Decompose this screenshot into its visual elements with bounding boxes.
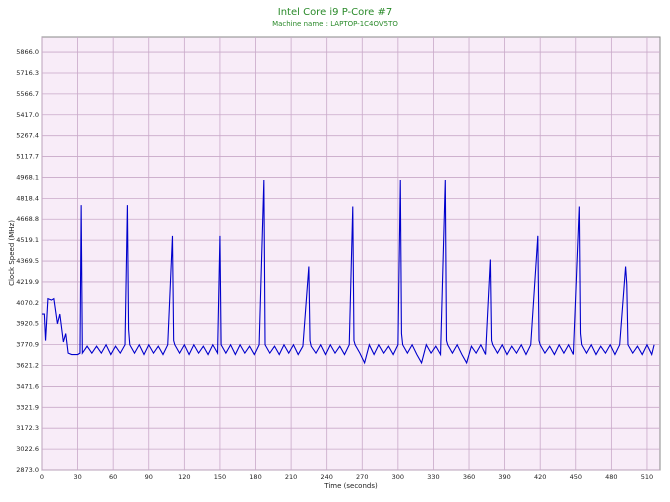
y-tick-label: 4369.5: [16, 257, 39, 265]
y-tick-label: 4668.8: [16, 215, 39, 223]
x-tick-label: 210: [285, 473, 297, 481]
y-tick-label: 5566.7: [16, 90, 39, 98]
x-tick-label: 150: [214, 473, 226, 481]
y-axis-label: Clock Speed (MHz): [8, 220, 16, 286]
y-tick-label: 3022.6: [16, 445, 39, 453]
x-tick-label: 60: [109, 473, 117, 481]
x-tick-label: 180: [249, 473, 261, 481]
plot-area: [41, 36, 661, 471]
x-tick-label: 360: [463, 473, 475, 481]
x-tick-label: 270: [356, 473, 368, 481]
y-tick-label: 4519.1: [16, 236, 39, 244]
x-tick-label: 390: [498, 473, 510, 481]
x-tick-label: 240: [320, 473, 332, 481]
series-line: [42, 179, 655, 365]
y-tick-label: 4219.9: [16, 278, 39, 286]
x-tick-label: 300: [392, 473, 404, 481]
chart-subtitle: Machine name : LAPTOP-1C4OV5TO: [272, 20, 398, 28]
y-tick-label: 3172.3: [16, 424, 39, 432]
y-tick-label: 3621.2: [16, 362, 39, 370]
x-tick-label: 420: [534, 473, 546, 481]
y-tick-label: 5716.3: [16, 69, 39, 77]
x-tick-label: 450: [570, 473, 582, 481]
y-tick-label: 3920.5: [16, 320, 39, 328]
x-tick-label: 330: [427, 473, 439, 481]
y-tick-label: 3770.9: [16, 341, 39, 349]
x-tick-label: 480: [605, 473, 617, 481]
x-tick-label: 30: [73, 473, 81, 481]
y-tick-label: 2873.0: [16, 466, 39, 474]
x-tick-label: 0: [40, 473, 44, 481]
x-tick-label: 120: [178, 473, 190, 481]
y-tick-label: 5267.4: [16, 132, 39, 140]
y-tick-label: 5866.0: [16, 48, 39, 56]
y-tick-label: 3471.6: [16, 382, 39, 390]
y-tick-label: 4818.4: [16, 194, 39, 202]
x-tick-label: 90: [145, 473, 153, 481]
y-tick-label: 5417.0: [16, 111, 39, 119]
x-axis-label: Time (seconds): [323, 482, 378, 490]
x-tick-label: 510: [641, 473, 653, 481]
chart-title: Intel Core i9 P-Core #7: [278, 7, 392, 18]
y-tick-label: 4968.1: [16, 173, 39, 181]
y-tick-label: 5117.7: [16, 153, 39, 161]
y-tick-label: 3321.9: [16, 403, 39, 411]
y-tick-label: 4070.2: [16, 299, 39, 307]
